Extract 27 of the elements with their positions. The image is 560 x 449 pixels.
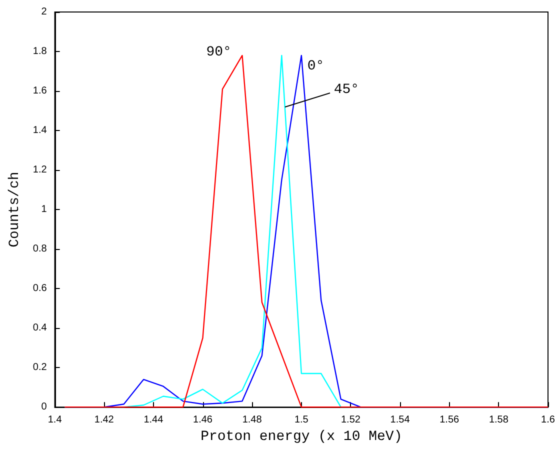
y-tick-label: 1.8: [32, 46, 48, 58]
y-tick-label: 0.2: [32, 362, 48, 374]
line-series: [64, 54, 549, 408]
y-tick-label: 0.8: [32, 244, 48, 255]
y-tick-label: 1.2: [32, 164, 48, 176]
y-axis-title: Counts/ch: [7, 172, 23, 248]
annotation: 45°: [334, 82, 360, 98]
x-tick-label: 1.48: [242, 414, 262, 426]
x-tick-label: 1.6: [541, 414, 556, 426]
y-tick-label: 0.6: [32, 283, 48, 294]
x-tick-label: 1.46: [193, 414, 213, 426]
y-tick-label: 2: [41, 6, 48, 18]
annotation: 0°: [307, 58, 324, 74]
y-tick-label: 1: [41, 204, 48, 216]
x-tick-label: 1.44: [144, 414, 164, 426]
x-tick-label: 1.58: [488, 414, 509, 426]
x-tick-label: 1.52: [340, 414, 361, 426]
annotation: 90°: [206, 44, 232, 60]
y-tick-label: 1.4: [32, 125, 48, 136]
x-axis-title: Proton energy (x 10 MeV): [200, 429, 402, 445]
y-tick-label: 1.6: [32, 86, 48, 97]
x-tick-label: 1.54: [390, 414, 410, 426]
x-tick-label: 1.42: [94, 414, 114, 426]
y-tick-label: 0.4: [32, 322, 48, 334]
x-tick-label: 1.5: [294, 414, 309, 426]
x-tick-label: 1.56: [440, 414, 460, 426]
y-tick-label: 0: [41, 402, 48, 413]
